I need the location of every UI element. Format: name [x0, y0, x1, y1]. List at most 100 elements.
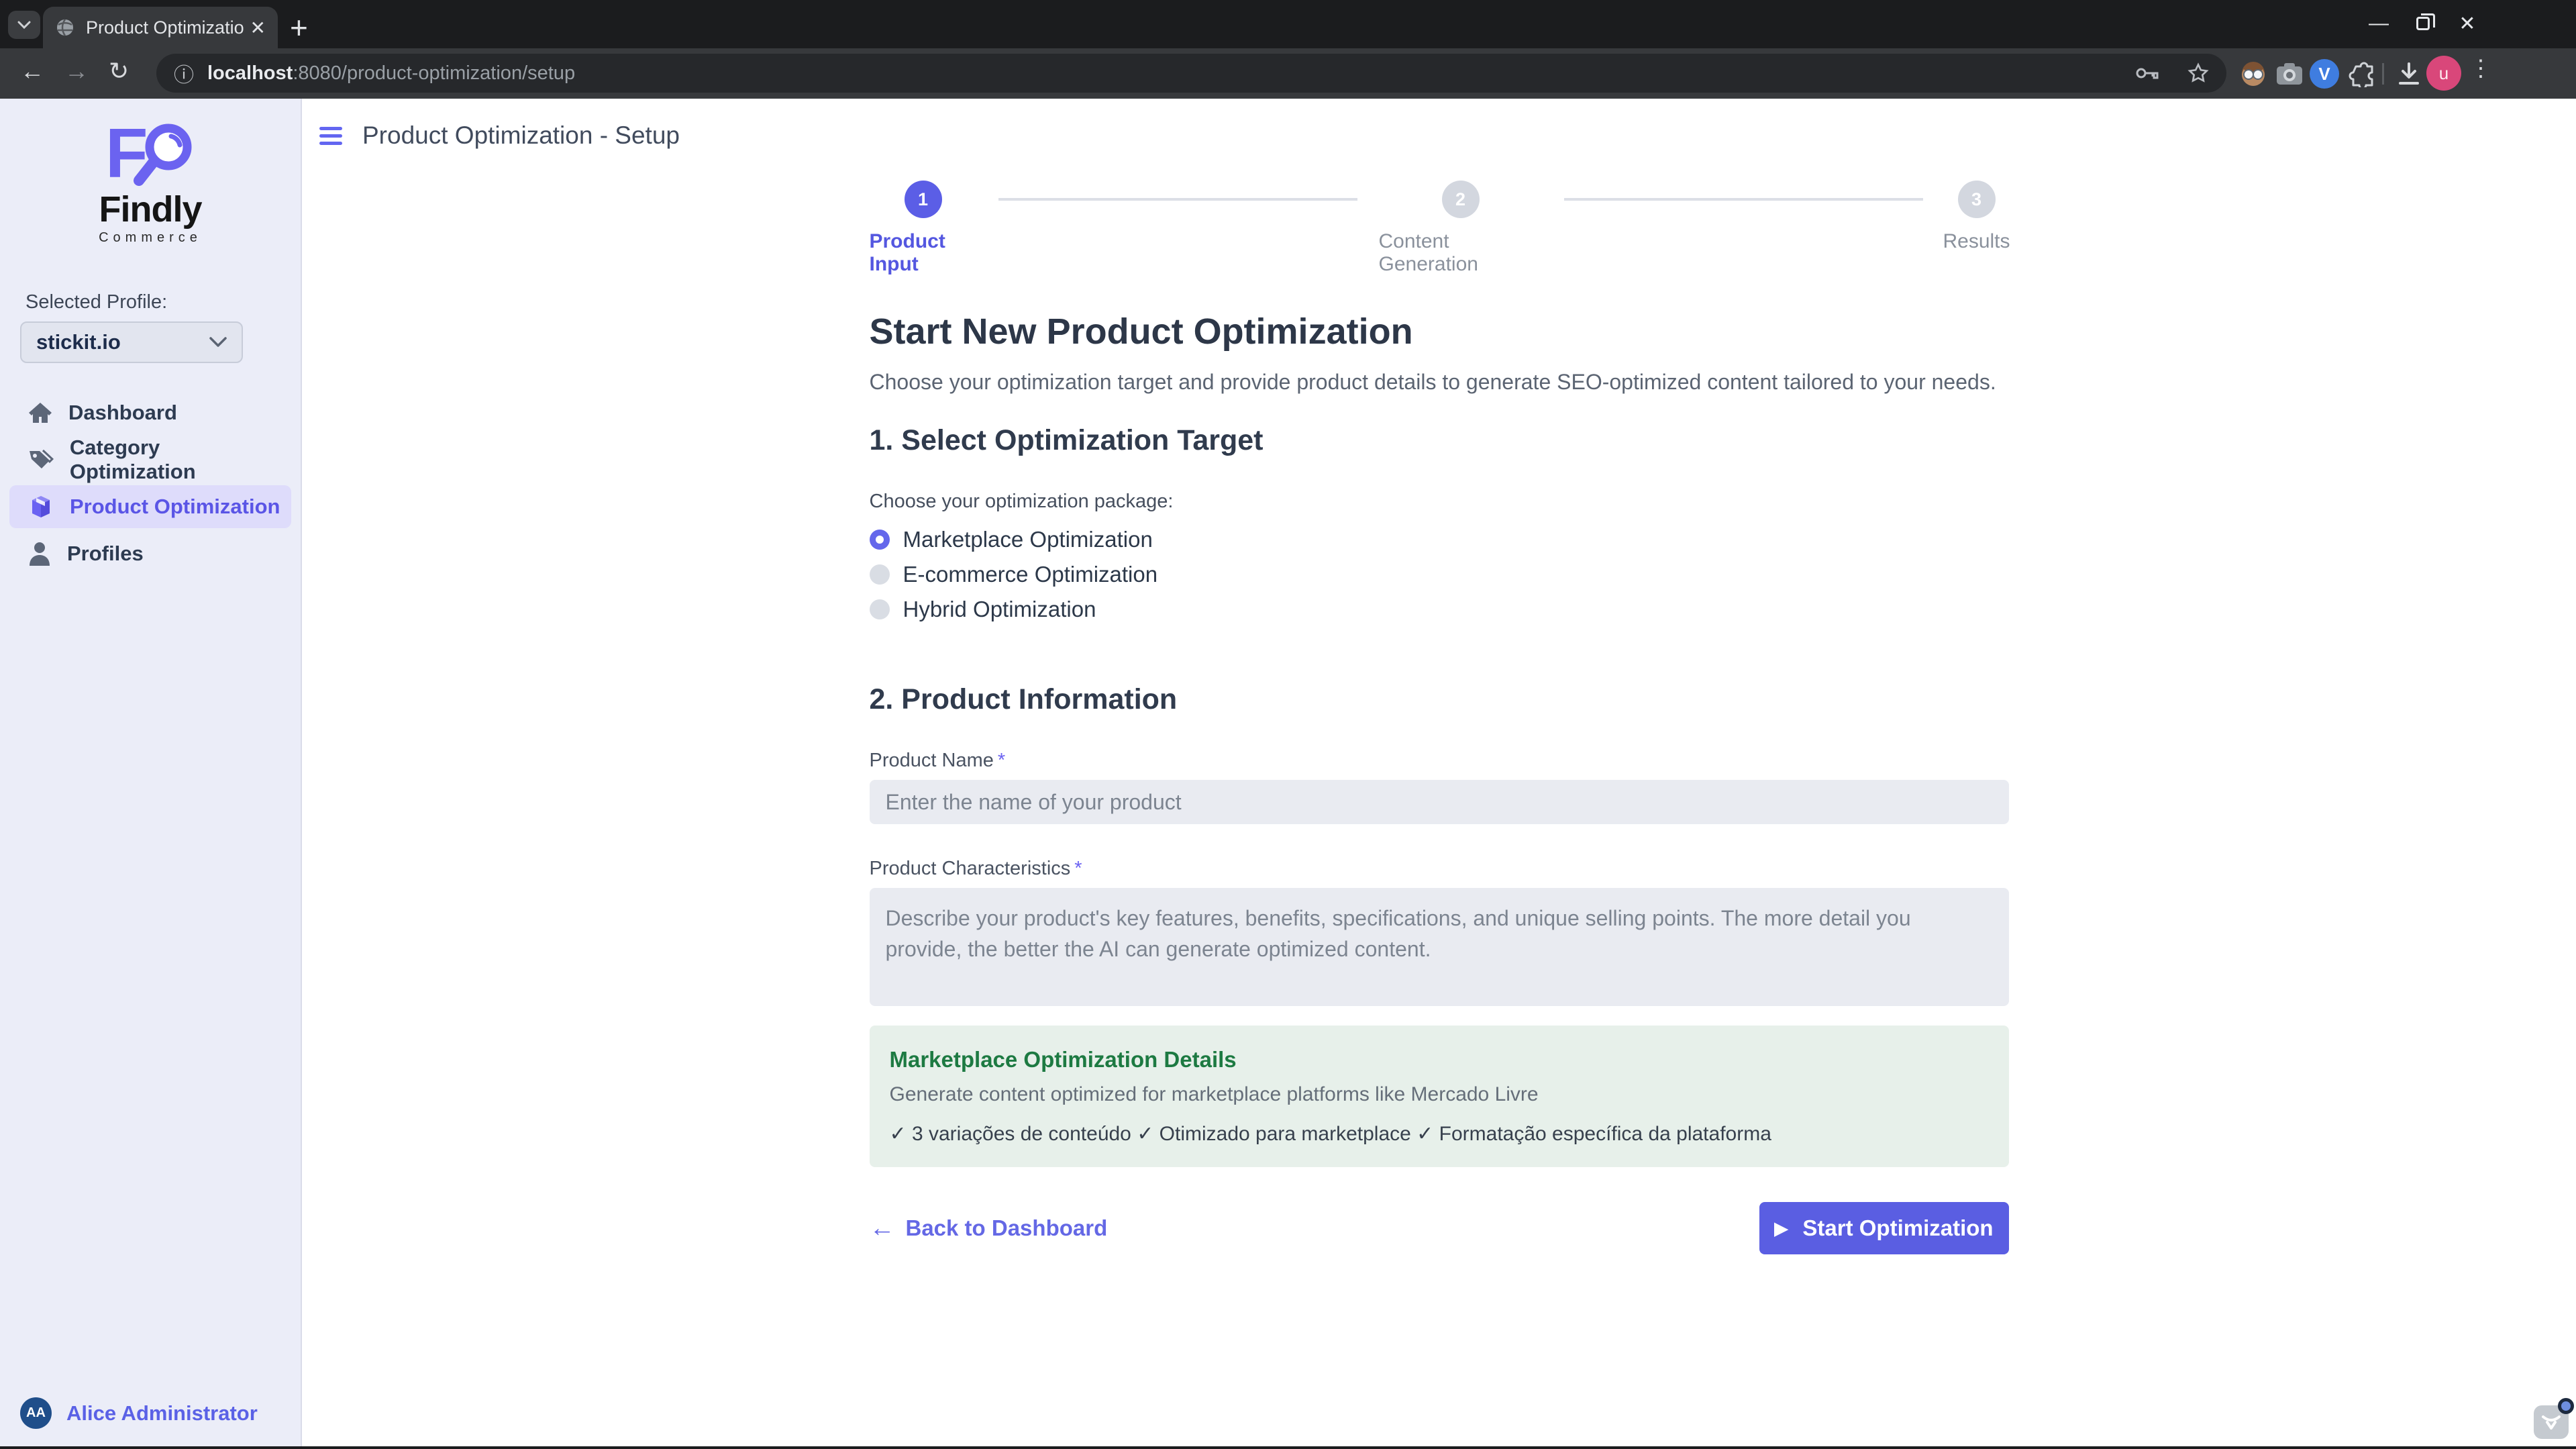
sidebar-menu: Dashboard Category Optimization Product … — [0, 391, 301, 575]
form-footer: ← Back to Dashboard ▶ Start Optimization — [870, 1202, 2009, 1254]
browser-tab[interactable]: Product Optimization - Setup ✕ — [43, 7, 278, 48]
restore-icon — [2416, 13, 2435, 30]
browser-menu-button[interactable]: ⋮ — [2469, 56, 2492, 81]
details-title: Marketplace Optimization Details — [889, 1047, 1237, 1072]
tab-title: Product Optimization - Setup — [86, 17, 244, 38]
restore-button[interactable] — [2412, 12, 2435, 35]
section2-heading: 2. Product Information — [869, 683, 1178, 715]
widget-notification-badge[interactable] — [2558, 1398, 2574, 1414]
step-label: Content Generation — [1378, 230, 1478, 275]
optimization-options: Marketplace Optimization E-commerce Opti… — [869, 527, 2009, 621]
password-key-icon[interactable] — [2135, 64, 2162, 82]
section1-heading: 1. Select Optimization Target — [869, 424, 1264, 456]
main-subtitle: Choose your optimization target and prov… — [869, 370, 1996, 394]
step-label: Product Input — [869, 230, 945, 275]
tag-icon — [29, 449, 54, 468]
chevron-down-icon — [209, 337, 227, 347]
tab-search-button[interactable] — [8, 11, 40, 39]
package-prompt: Choose your optimization package: — [869, 491, 1174, 512]
step-product-input: 1 Product Input — [870, 181, 977, 276]
minimize-button[interactable]: — — [2369, 12, 2389, 34]
extensions-puzzle-icon[interactable] — [2343, 56, 2378, 91]
box-icon — [32, 496, 50, 517]
app-page: F Findly Commerce Selected Profile: stic… — [0, 99, 2576, 1446]
current-user[interactable]: AA Alice Administrator — [20, 1397, 258, 1429]
profile-select[interactable]: stickit.io — [20, 321, 243, 363]
url-host: localhost — [207, 62, 293, 84]
sidebar-item-product-optimization[interactable]: Product Optimization — [9, 485, 291, 528]
radio-selected-icon[interactable] — [869, 530, 890, 550]
url-text: localhost:8080/product-optimization/setu… — [207, 62, 575, 85]
findly-logo-icon: F — [100, 119, 201, 189]
product-name-input[interactable] — [869, 780, 2009, 824]
logo-name: Findly — [99, 189, 203, 230]
step-label: Results — [1943, 230, 2010, 252]
tab-strip: Product Optimization - Setup ✕ + — ✕ — [0, 0, 2576, 48]
step-circle: 3 — [1957, 181, 1996, 218]
page-title: Product Optimization - Setup — [362, 121, 680, 149]
required-mark: * — [997, 750, 1006, 771]
product-name-label: Product Name * — [869, 750, 1006, 771]
address-bar-actions — [2135, 62, 2209, 84]
forward-button[interactable]: → — [64, 57, 89, 85]
step-connector — [1563, 198, 1923, 201]
new-tab-button[interactable]: + — [290, 10, 308, 45]
back-button[interactable]: ← — [20, 57, 44, 85]
main-area: Product Optimization - Setup 1 Product I… — [302, 99, 2576, 1446]
browser-toolbar: ← → ↻ ⓘ localhost:8080/product-optimizat… — [0, 48, 2576, 99]
step-circle: 1 — [904, 181, 942, 218]
option-hybrid[interactable]: Hybrid Optimization — [869, 597, 2009, 621]
close-window-button[interactable]: ✕ — [2459, 12, 2476, 35]
step-results: 3 Results — [1943, 181, 2010, 253]
extension-camera-icon[interactable] — [2272, 56, 2307, 91]
user-icon — [30, 542, 50, 566]
profile-select-value: stickit.io — [36, 330, 121, 354]
app-logo: F Findly Commerce — [0, 119, 301, 246]
details-description: Generate content optimized for marketpla… — [889, 1083, 1539, 1105]
extension-face-icon[interactable] — [2236, 56, 2271, 91]
window-bottom-edge — [0, 1446, 2576, 1449]
details-features: ✓ 3 variações de conteúdo ✓ Otimizado pa… — [889, 1123, 1771, 1145]
start-optimization-button[interactable]: ▶ Start Optimization — [1759, 1202, 2009, 1254]
sidebar: F Findly Commerce Selected Profile: stic… — [0, 99, 302, 1446]
user-avatar: AA — [20, 1397, 52, 1429]
stepper: 1 Product Input 2 Content Generation 3 R… — [870, 181, 2010, 276]
left-arrow-icon: ← — [869, 1213, 895, 1242]
bull-glyph-icon — [2542, 1415, 2561, 1430]
product-characteristics-textarea[interactable] — [869, 888, 2009, 1006]
play-icon: ▶ — [1774, 1217, 1788, 1238]
reload-button[interactable]: ↻ — [109, 57, 130, 85]
sidebar-item-dashboard[interactable]: Dashboard — [9, 391, 291, 434]
site-info-icon[interactable]: ⓘ — [174, 64, 194, 87]
marketplace-details-box: Marketplace Optimization Details Generat… — [869, 1026, 2009, 1167]
extension-v-icon[interactable]: V — [2307, 56, 2342, 91]
required-mark: * — [1074, 858, 1082, 879]
browser-profile-avatar[interactable]: u — [2426, 56, 2461, 91]
window-controls: — ✕ — [2367, 12, 2479, 35]
main-title: Start New Product Optimization — [869, 311, 1413, 352]
globe-favicon-icon — [57, 19, 73, 36]
step-content-generation: 2 Content Generation — [1379, 181, 1543, 276]
option-marketplace[interactable]: Marketplace Optimization — [869, 527, 2009, 552]
user-name: Alice Administrator — [66, 1401, 258, 1425]
url-path: :8080/product-optimization/setup — [293, 62, 576, 84]
product-characteristics-label: Product Characteristics * — [869, 858, 1082, 879]
bookmark-star-icon[interactable] — [2187, 62, 2209, 84]
chevron-down-icon — [17, 21, 31, 29]
content-column: 1 Product Input 2 Content Generation 3 R… — [869, 181, 2010, 1254]
hamburger-menu-icon[interactable] — [319, 126, 342, 145]
option-ecommerce[interactable]: E-commerce Optimization — [869, 562, 2009, 587]
selected-profile-label: Selected Profile: — [25, 291, 168, 313]
address-bar[interactable]: ⓘ localhost:8080/product-optimization/se… — [156, 54, 2226, 93]
radio-icon[interactable] — [869, 564, 890, 585]
svg-text:V: V — [2318, 64, 2330, 84]
radio-icon[interactable] — [869, 599, 890, 619]
sidebar-item-profiles[interactable]: Profiles — [9, 532, 291, 575]
downloads-icon[interactable] — [2391, 56, 2426, 91]
tab-close-button[interactable]: ✕ — [250, 17, 266, 38]
step-circle: 2 — [1441, 181, 1480, 218]
page-header: Product Optimization - Setup — [302, 99, 2576, 151]
home-icon — [29, 403, 52, 423]
back-to-dashboard-link[interactable]: ← Back to Dashboard — [869, 1213, 1108, 1242]
sidebar-item-category-optimization[interactable]: Category Optimization — [9, 436, 291, 483]
